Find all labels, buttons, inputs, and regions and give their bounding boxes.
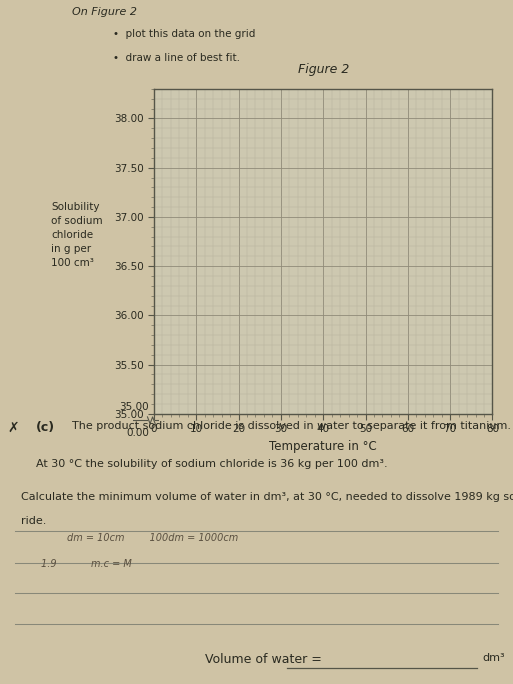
Text: Volume of water =: Volume of water = xyxy=(205,653,322,666)
Text: 1.9           m.c = M: 1.9 m.c = M xyxy=(41,559,132,568)
Text: Figure 2: Figure 2 xyxy=(298,62,349,75)
Text: On Figure 2: On Figure 2 xyxy=(72,7,137,16)
Text: ✗: ✗ xyxy=(8,421,19,435)
Text: 35.00: 35.00 xyxy=(119,402,149,412)
X-axis label: Temperature in °C: Temperature in °C xyxy=(269,440,377,453)
Text: The product sodium chloride is dissolved in water to separate it from titanium.: The product sodium chloride is dissolved… xyxy=(72,421,511,431)
Text: Solubility
of sodium
chloride
in g per
100 cm³: Solubility of sodium chloride in g per 1… xyxy=(51,202,103,268)
Text: dm³: dm³ xyxy=(482,653,505,663)
Text: •  draw a line of best fit.: • draw a line of best fit. xyxy=(113,53,240,64)
Text: 0.00: 0.00 xyxy=(126,428,149,438)
Text: Calculate the minimum volume of water in dm³, at 30 °C, needed to dissolve 1989 : Calculate the minimum volume of water in… xyxy=(21,492,513,502)
Text: dm = 10cm        100dm = 1000cm: dm = 10cm 100dm = 1000cm xyxy=(67,534,238,543)
Text: (c): (c) xyxy=(36,421,55,434)
Text: ride.: ride. xyxy=(21,516,46,526)
Text: At 30 °C the solubility of sodium chloride is 36 kg per 100 dm³.: At 30 °C the solubility of sodium chlori… xyxy=(36,458,387,469)
Text: •  plot this data on the grid: • plot this data on the grid xyxy=(113,29,255,39)
